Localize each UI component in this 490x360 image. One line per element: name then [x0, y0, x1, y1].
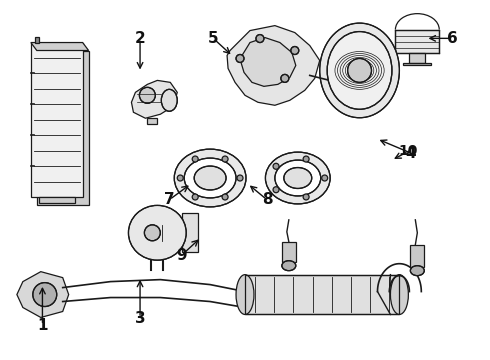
Polygon shape — [227, 26, 319, 105]
Circle shape — [192, 194, 198, 200]
Polygon shape — [409, 54, 425, 63]
Polygon shape — [147, 118, 157, 124]
Ellipse shape — [266, 152, 330, 204]
Ellipse shape — [174, 149, 246, 207]
Polygon shape — [410, 245, 424, 267]
Polygon shape — [17, 272, 69, 318]
Ellipse shape — [410, 266, 424, 276]
Text: 2: 2 — [135, 31, 146, 46]
Circle shape — [303, 194, 309, 200]
Text: 10: 10 — [399, 144, 418, 158]
Ellipse shape — [327, 32, 392, 109]
Text: 3: 3 — [135, 311, 146, 325]
Polygon shape — [241, 37, 296, 86]
Circle shape — [222, 194, 228, 200]
Text: 6: 6 — [447, 31, 458, 46]
Circle shape — [177, 175, 183, 181]
Polygon shape — [395, 30, 439, 54]
Circle shape — [222, 156, 228, 162]
Text: 7: 7 — [164, 192, 174, 207]
Polygon shape — [131, 80, 177, 118]
Polygon shape — [31, 42, 89, 50]
Ellipse shape — [161, 89, 177, 111]
Polygon shape — [403, 63, 431, 66]
Circle shape — [236, 54, 244, 62]
Text: 9: 9 — [176, 248, 187, 263]
Circle shape — [347, 58, 371, 82]
Ellipse shape — [284, 167, 312, 189]
Circle shape — [281, 75, 289, 82]
Circle shape — [273, 163, 279, 169]
Ellipse shape — [184, 158, 236, 198]
Circle shape — [145, 225, 160, 241]
Circle shape — [303, 156, 309, 162]
Polygon shape — [136, 215, 178, 250]
Circle shape — [256, 35, 264, 42]
Polygon shape — [37, 50, 89, 205]
Ellipse shape — [282, 261, 296, 271]
Ellipse shape — [236, 275, 254, 315]
Text: 5: 5 — [208, 31, 219, 46]
Ellipse shape — [128, 206, 186, 260]
Text: 8: 8 — [262, 192, 272, 207]
Ellipse shape — [275, 160, 321, 196]
Ellipse shape — [319, 23, 399, 118]
Circle shape — [140, 87, 155, 103]
Ellipse shape — [194, 166, 226, 190]
Circle shape — [192, 156, 198, 162]
Circle shape — [33, 283, 57, 306]
Polygon shape — [35, 37, 39, 42]
Circle shape — [322, 175, 328, 181]
Polygon shape — [39, 197, 74, 203]
Circle shape — [291, 46, 299, 54]
Polygon shape — [245, 275, 399, 315]
Polygon shape — [31, 42, 83, 197]
Polygon shape — [282, 242, 296, 262]
Circle shape — [273, 187, 279, 193]
Circle shape — [237, 175, 243, 181]
Text: 4: 4 — [406, 145, 416, 161]
Polygon shape — [182, 213, 198, 252]
Ellipse shape — [391, 275, 408, 315]
Text: 1: 1 — [37, 318, 48, 333]
